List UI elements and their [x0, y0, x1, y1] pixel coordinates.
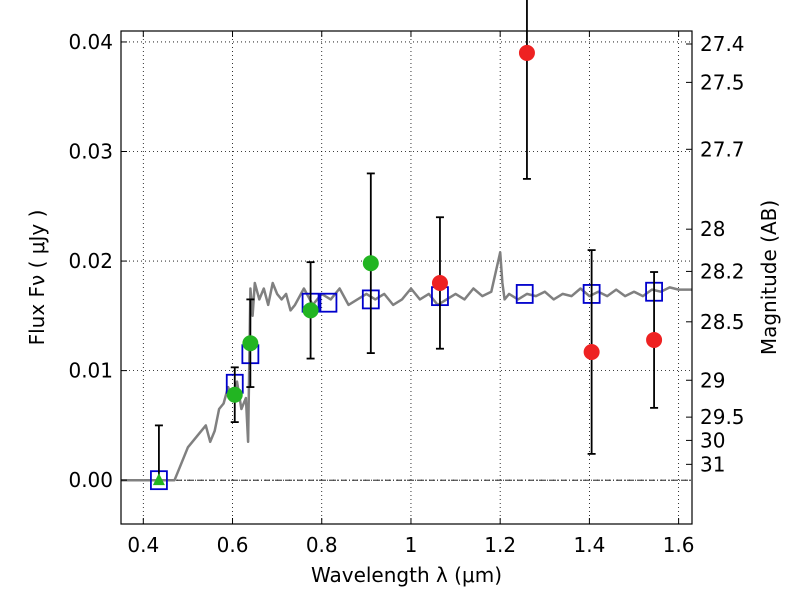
x-tick-label: 1.2 — [484, 533, 516, 557]
right-tick-label: 29 — [700, 368, 725, 392]
x-axis-label: Wavelength λ (μm) — [311, 563, 502, 587]
data-point — [518, 44, 535, 61]
upper-limit-point — [152, 473, 165, 486]
y-axis-label: Flux Fν ( μJy ) — [25, 210, 49, 346]
y-tick-label: 0.03 — [68, 140, 113, 164]
grid — [121, 31, 692, 524]
right-tick-label: 27.5 — [700, 70, 745, 94]
y-tick-label: 0.04 — [68, 30, 113, 54]
plot-area — [121, 0, 692, 491]
data-point — [226, 386, 243, 403]
data-point — [646, 331, 663, 348]
y-tick-label: 0.00 — [68, 468, 113, 492]
x-tick-label: 1.6 — [663, 533, 695, 557]
x-tick-label: 0.4 — [127, 533, 159, 557]
right-tick-label: 30 — [700, 428, 725, 452]
right-tick-label: 27.4 — [700, 32, 745, 56]
x-tick-label: 1 — [405, 533, 418, 557]
model-point — [319, 292, 338, 313]
data-point — [583, 343, 600, 360]
y-axis-right-label: Magnitude (AB) — [757, 200, 781, 355]
right-tick-label: 27.7 — [700, 137, 745, 161]
right-tick-label: 28.2 — [700, 259, 745, 283]
plot-frame — [120, 30, 693, 525]
data-point — [431, 274, 448, 291]
data-point — [302, 302, 319, 319]
x-tick-label: 1.4 — [573, 533, 605, 557]
model-point — [515, 284, 534, 304]
data-point — [362, 255, 379, 272]
x-tick-label: 0.8 — [306, 533, 338, 557]
right-tick-label: 28.5 — [700, 310, 745, 334]
spectrum-line — [121, 251, 692, 482]
x-tick-label: 0.6 — [217, 533, 249, 557]
y-tick-label: 0.02 — [68, 249, 113, 273]
y-tick-label: 0.01 — [68, 359, 113, 383]
data-point — [242, 335, 259, 352]
right-tick-label: 28 — [700, 217, 725, 241]
ticks: 0.4 0.6 0.8 1 1.2 1.4 1.6 0.00 0.01 0.02 0.03 0.04 2… — [68, 30, 744, 557]
right-tick-label: 29.5 — [700, 405, 745, 429]
right-tick-label: 31 — [700, 452, 725, 476]
